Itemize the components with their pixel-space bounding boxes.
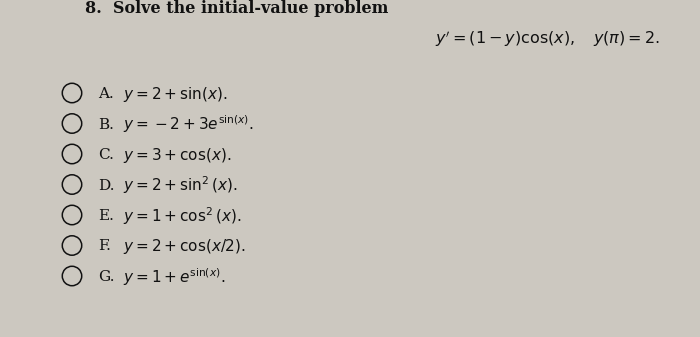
Text: C.: C.: [98, 148, 114, 162]
Text: $y = 1 + e^{\sin(x)}.$: $y = 1 + e^{\sin(x)}.$: [123, 266, 225, 288]
Text: $y = 2 + \sin(x).$: $y = 2 + \sin(x).$: [123, 85, 228, 103]
Text: $y^{\prime} = (1 - y)\cos(x), \quad y(\pi) = 2.$: $y^{\prime} = (1 - y)\cos(x), \quad y(\p…: [435, 29, 660, 49]
Text: B.: B.: [98, 118, 114, 131]
Text: A.: A.: [98, 87, 113, 101]
Text: $y = 2 + \cos(x/2).$: $y = 2 + \cos(x/2).$: [123, 237, 246, 256]
Text: G.: G.: [98, 270, 115, 284]
Text: $y = 2 + \sin^2(x).$: $y = 2 + \sin^2(x).$: [123, 175, 237, 196]
Text: $y = 3 + \cos(x).$: $y = 3 + \cos(x).$: [123, 146, 232, 164]
Text: $y = -2 + 3e^{\sin(x)}.$: $y = -2 + 3e^{\sin(x)}.$: [123, 114, 253, 135]
Text: 8.  Solve the initial-value problem: 8. Solve the initial-value problem: [85, 0, 388, 17]
Text: F.: F.: [98, 240, 111, 253]
Text: D.: D.: [98, 179, 115, 192]
Text: E.: E.: [98, 209, 114, 223]
Text: $y = 1 + \cos^2(x).$: $y = 1 + \cos^2(x).$: [123, 205, 241, 227]
